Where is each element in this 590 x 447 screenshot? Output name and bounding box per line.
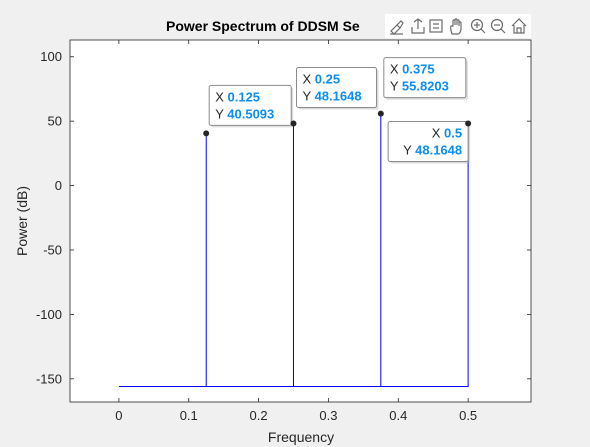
pan-icon[interactable] (449, 18, 462, 35)
data-tip-box (387, 121, 469, 163)
home-icon[interactable] (511, 18, 527, 34)
x-tick-label: 0 (115, 408, 122, 423)
data-tip-value: 48.1648 (315, 89, 362, 104)
y-tick-label: -150 (36, 371, 62, 386)
y-tick-label: 50 (48, 114, 62, 129)
y-tick-label: -100 (36, 307, 62, 322)
brush-icon[interactable] (390, 20, 404, 35)
data-tip-value: 0.125 (228, 89, 261, 104)
export-icon[interactable] (411, 18, 425, 34)
axis-ticks (70, 40, 531, 402)
data-tip-marker (465, 120, 472, 127)
data-tip-row: X 0.375 (390, 62, 435, 77)
data-tip-row: X 0.125 (215, 89, 260, 104)
data-tip-marker (290, 120, 297, 127)
data-tip-box (296, 67, 378, 109)
data-tip-row: X 0.5 (432, 126, 462, 141)
data-tip-key: Y (303, 89, 315, 104)
x-tick-label: 0.4 (389, 408, 407, 423)
axis-tick-labels: 0 0.1 0.2 0.3 0.4 0.5 -150 -100 -50 0 50 100 (36, 49, 477, 423)
data-tip-value: 0.5 (444, 126, 462, 141)
data-tip-marker (377, 110, 384, 117)
spectrum-line (118, 113, 469, 387)
data-tip-value: 48.1648 (415, 143, 462, 158)
data-tip-box (208, 84, 292, 126)
data-tip[interactable]: X 0.25Y 48.1648 (290, 67, 379, 127)
data-tip-key: X (390, 62, 402, 77)
data-tip-key: Y (403, 143, 415, 158)
y-tick-label: 0 (55, 178, 62, 193)
x-tick-label: 0.2 (250, 408, 268, 423)
data-tip-value: 55.8203 (402, 79, 449, 94)
zoom-in-icon[interactable] (470, 18, 486, 34)
data-tip-value: 0.375 (402, 62, 435, 77)
data-tip-key: X (215, 89, 227, 104)
data-tip-box (383, 57, 467, 99)
data-tip-row: Y 40.5093 (215, 106, 274, 121)
data-tip-key: Y (215, 106, 227, 121)
x-axis-label: Frequency (268, 429, 334, 445)
chart-title: Power Spectrum of DDSM Se (166, 18, 360, 34)
data-tip-key: X (432, 126, 444, 141)
data-tip-value: 40.5093 (227, 106, 274, 121)
data-tip[interactable]: X 0.5 Y 48.1648 (387, 120, 472, 164)
data-tip-marker (203, 130, 210, 137)
data-tip-key: X (303, 72, 315, 87)
data-tips-icon[interactable] (429, 19, 443, 33)
axes-toolbar (385, 14, 531, 38)
data-tip-row: Y 48.1648 (403, 143, 462, 158)
x-tick-label: 0.5 (459, 408, 477, 423)
x-tick-label: 0.1 (180, 408, 198, 423)
y-axis-label: Power (dB) (14, 186, 30, 256)
data-tip-key: Y (390, 79, 402, 94)
x-tick-label: 0.3 (319, 408, 337, 423)
data-tip-row: X 0.25 (303, 72, 341, 87)
y-tick-label: 100 (40, 49, 62, 64)
data-tip-row: Y 55.8203 (390, 79, 449, 94)
zoom-out-icon[interactable] (490, 18, 506, 34)
data-tip-value: 0.25 (315, 72, 340, 87)
data-tip-row: Y 48.1648 (303, 89, 362, 104)
y-tick-label: -50 (43, 242, 62, 257)
